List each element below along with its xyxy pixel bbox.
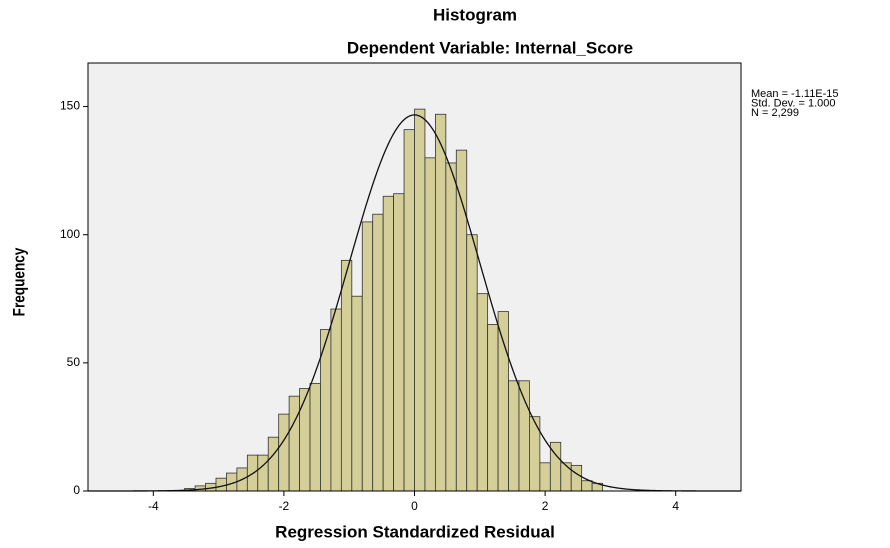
- bar: [278, 413, 290, 492]
- bar: [267, 436, 280, 492]
- bar: [414, 108, 426, 492]
- stat-label: N = 2,299: [751, 107, 799, 119]
- chart-subtitle: Dependent Variable: Internal_Score: [347, 38, 633, 57]
- stat-label: Mean = -1.11E-15: [751, 88, 839, 100]
- y-tick-label: 50: [67, 355, 81, 369]
- bar: [403, 129, 415, 492]
- bar: [382, 195, 395, 492]
- bar: [445, 162, 457, 492]
- bar: [497, 311, 509, 492]
- bar: [309, 382, 321, 492]
- bar: [393, 193, 405, 492]
- bar: [508, 380, 520, 492]
- bar: [434, 113, 447, 492]
- bar: [570, 464, 583, 492]
- bar: [560, 462, 572, 492]
- x-tick-label: 2: [542, 499, 549, 513]
- stat-label: Std. Dev. = 1.000: [751, 97, 836, 109]
- bar: [340, 259, 353, 492]
- y-axis-title: Frequency: [10, 247, 29, 316]
- bar: [351, 295, 363, 492]
- bar: [257, 454, 269, 492]
- bar: [372, 213, 384, 492]
- x-tick-label: -4: [148, 499, 159, 513]
- y-tick-label: 0: [73, 483, 80, 497]
- bar: [487, 324, 499, 492]
- bar: [476, 293, 489, 492]
- bar: [299, 388, 311, 492]
- x-tick-label: 0: [411, 499, 418, 513]
- bar: [330, 308, 342, 492]
- bar: [361, 221, 374, 492]
- bar: [518, 380, 530, 492]
- bar: [539, 462, 551, 492]
- bar: [215, 477, 227, 492]
- y-tick-label: 150: [60, 99, 80, 113]
- x-tick-label: 4: [672, 499, 679, 513]
- bar: [581, 480, 593, 492]
- y-tick-label: 100: [60, 227, 80, 241]
- chart-title: Histogram: [433, 5, 517, 24]
- bar: [288, 395, 300, 492]
- x-tick-label: -2: [279, 499, 290, 513]
- normal-curve: [88, 114, 741, 492]
- bar: [466, 234, 478, 492]
- bar: [424, 157, 436, 492]
- x-axis-title: Regression Standardized Residual: [275, 522, 555, 541]
